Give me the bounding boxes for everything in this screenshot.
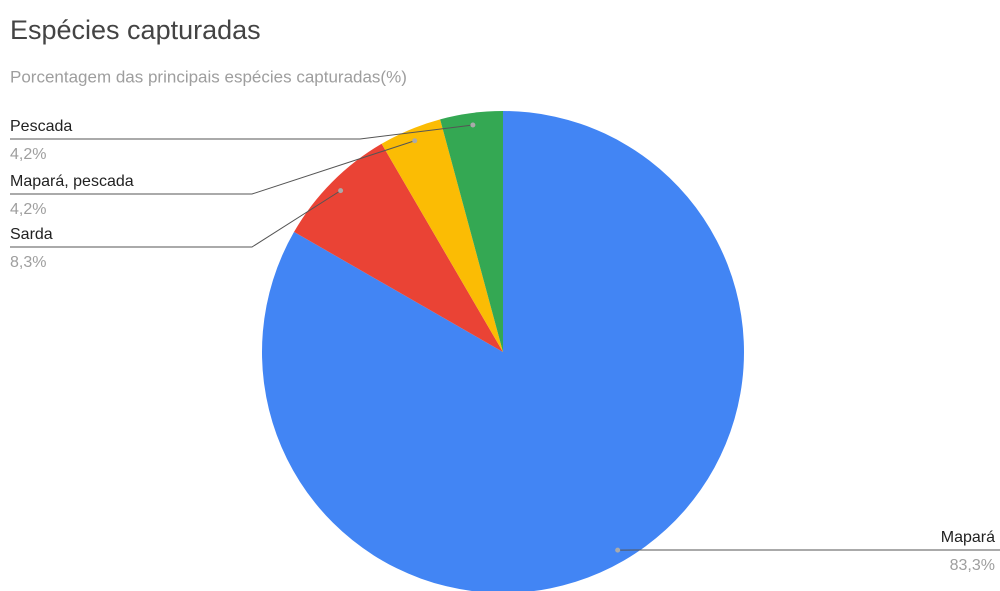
pie-slice	[262, 111, 744, 591]
slice-label: Sarda	[10, 226, 53, 243]
slice-value: 83,3%	[950, 557, 995, 574]
slice-label: Pescada	[10, 118, 72, 135]
leader-line	[10, 124, 473, 140]
leader-dot	[615, 547, 621, 553]
slice-label: Mapará	[941, 529, 995, 546]
slice-value: 4,2%	[10, 201, 46, 218]
pie-slice	[294, 143, 503, 352]
pie-slice	[440, 111, 503, 352]
leader-dot	[412, 138, 418, 144]
leader-dot	[470, 122, 476, 128]
chart-subtitle: Porcentagem das principais espécies capt…	[10, 67, 407, 86]
slice-value: 8,3%	[10, 254, 46, 271]
leader-dot	[338, 188, 344, 194]
slice-value: 4,2%	[10, 146, 46, 163]
leader-line	[10, 190, 341, 248]
chart-title: Espécies capturadas	[10, 15, 261, 45]
leader-line	[10, 140, 415, 195]
slice-label: Mapará, pescada	[10, 173, 134, 190]
pie-slice	[381, 119, 503, 353]
